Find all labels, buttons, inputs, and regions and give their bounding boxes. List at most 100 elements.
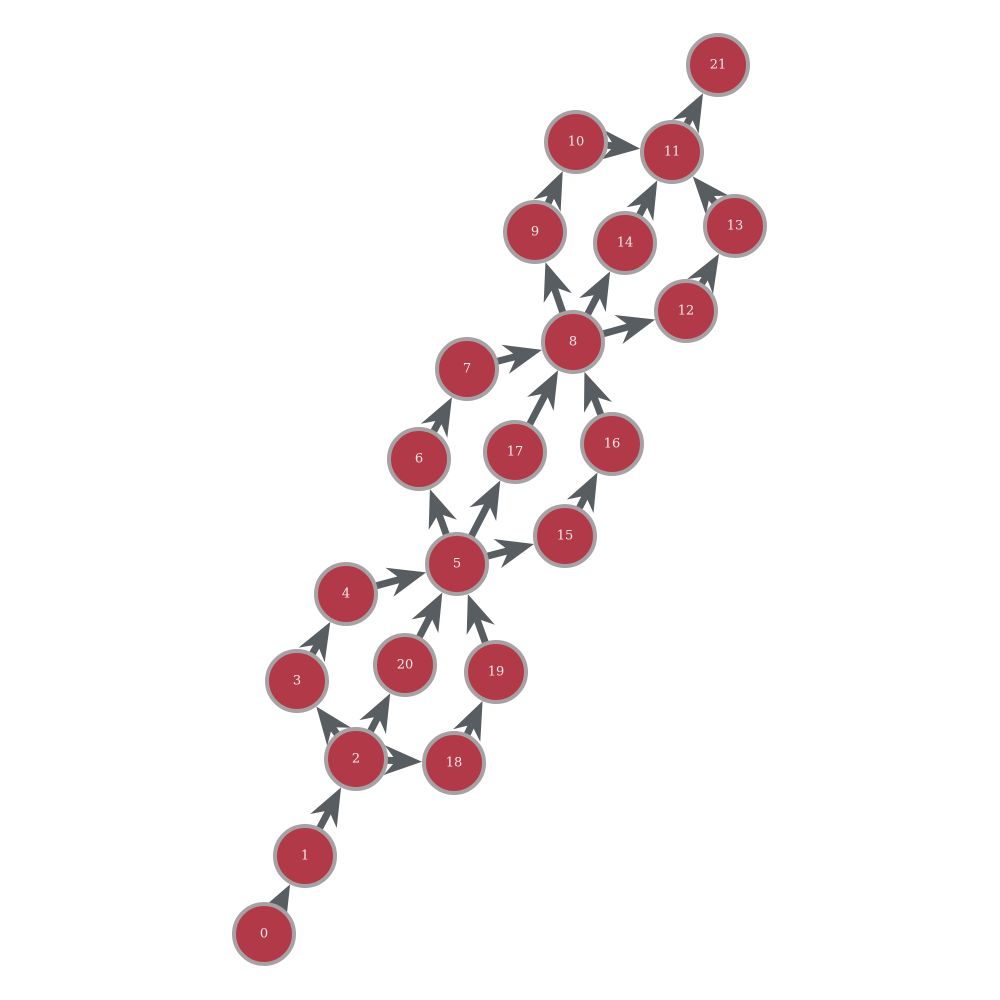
- node-label: 9: [531, 225, 539, 240]
- edge-arrowhead: [583, 371, 613, 413]
- edge-arrowhead: [420, 397, 452, 438]
- node-label: 4: [342, 587, 350, 602]
- edge-arrowhead: [383, 745, 423, 776]
- node-label: 17: [507, 445, 524, 460]
- edge-arrowhead: [566, 472, 598, 514]
- edge-line: [374, 575, 402, 590]
- edge-n2-n20: [359, 693, 391, 735]
- node-circle: [686, 33, 750, 97]
- edge-line: [601, 322, 631, 338]
- edge-arrowhead: [493, 539, 535, 569]
- node-10: 10: [544, 110, 608, 174]
- edge-n20-n5: [411, 592, 443, 640]
- edge-arrowhead: [672, 93, 704, 134]
- edge-n6-n7: [420, 397, 452, 438]
- node-label: 12: [678, 304, 695, 319]
- edge-line: [575, 494, 589, 511]
- node-16: 16: [580, 412, 644, 476]
- node-0: 0: [232, 902, 296, 966]
- edge-line: [315, 808, 333, 832]
- node-12: 12: [654, 279, 718, 343]
- edge-n16-n8: [583, 371, 613, 418]
- node-label: 2: [352, 752, 360, 767]
- edge-n1-n2: [310, 787, 342, 832]
- edge-n14-n11: [626, 180, 658, 222]
- node-label: 10: [568, 135, 585, 150]
- edge-arrowhead: [428, 489, 457, 530]
- edge-arrowhead: [501, 344, 542, 374]
- edge-arrowhead: [359, 693, 391, 735]
- edge-line: [366, 714, 382, 735]
- node-circle: [422, 731, 486, 795]
- node-11: 11: [640, 120, 704, 184]
- edge-n18-n19: [453, 701, 483, 742]
- node-label: 13: [727, 219, 744, 234]
- edge-line: [590, 394, 605, 418]
- edge-n8-n14: [579, 271, 611, 318]
- node-circle: [232, 902, 296, 966]
- node-circle: [541, 310, 605, 374]
- node-19: 19: [464, 640, 528, 704]
- node-label: 16: [604, 437, 621, 452]
- edge-n8-n12: [601, 315, 656, 344]
- node-14: 14: [593, 211, 657, 275]
- node-label: 11: [664, 145, 681, 160]
- edge-line: [463, 723, 475, 738]
- edge-arrowhead: [466, 594, 495, 635]
- node-label: 8: [569, 335, 577, 350]
- node-circle: [387, 427, 451, 491]
- edge-n7-n8: [495, 344, 542, 374]
- node-circle: [425, 532, 489, 596]
- edge-arrowhead: [626, 180, 658, 222]
- node-21: 21: [686, 33, 750, 97]
- edge-n5-n17: [467, 480, 501, 539]
- node-circle: [314, 562, 378, 626]
- node-6: 6: [387, 427, 451, 491]
- edge-arrowhead: [687, 253, 720, 295]
- node-2: 2: [324, 727, 388, 791]
- edge-arrowhead: [453, 701, 483, 742]
- node-label: 6: [415, 452, 423, 467]
- node-circle: [373, 633, 437, 697]
- edge-line: [467, 501, 492, 539]
- node-circle: [435, 337, 499, 401]
- edge-arrowhead: [614, 315, 656, 344]
- edge-n8-n9: [543, 262, 573, 315]
- node-label: 19: [488, 665, 505, 680]
- edge-arrowhead: [692, 176, 729, 216]
- node-3: 3: [265, 649, 329, 713]
- node-circle: [654, 279, 718, 343]
- node-5: 5: [425, 532, 489, 596]
- node-label: 5: [453, 557, 461, 572]
- node-circle: [703, 194, 767, 258]
- node-circle: [580, 412, 644, 476]
- node-17: 17: [483, 420, 547, 484]
- edge-arrowhead: [543, 262, 573, 304]
- node-circle: [544, 110, 608, 174]
- node-7: 7: [435, 337, 499, 401]
- node-label: 0: [260, 927, 268, 942]
- edge-n5-n15: [485, 539, 535, 569]
- node-20: 20: [373, 633, 437, 697]
- node-label: 18: [446, 756, 463, 771]
- edge-n17-n8: [525, 370, 559, 428]
- edge-line: [525, 391, 550, 428]
- node-label: 3: [293, 674, 301, 689]
- node-circle: [265, 649, 329, 713]
- edge-n5-n6: [428, 489, 457, 537]
- node-9: 9: [503, 200, 567, 264]
- edge-arrowhead: [298, 621, 331, 663]
- edge-arrowhead: [469, 480, 501, 522]
- edge-arrowhead: [527, 370, 559, 411]
- edge-line: [430, 418, 443, 435]
- node-15: 15: [533, 504, 597, 568]
- edge-n19-n5: [466, 594, 495, 645]
- edge-arrowhead: [600, 129, 641, 160]
- node-label: 1: [301, 849, 309, 864]
- edge-arrowhead: [579, 271, 611, 312]
- node-label: 15: [557, 529, 574, 544]
- node-circle: [533, 504, 597, 568]
- edge-line: [415, 613, 434, 640]
